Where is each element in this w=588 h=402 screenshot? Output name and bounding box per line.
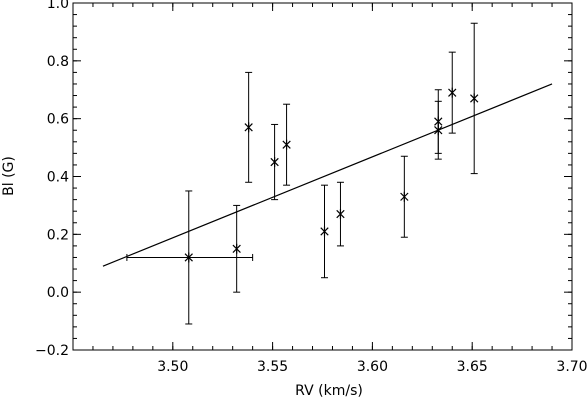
y-tick-label: −0.2	[35, 343, 69, 359]
data-point	[244, 71, 253, 183]
x-tick-label: 3.50	[157, 359, 188, 375]
asterisk-marker-d2	[400, 192, 409, 201]
x-tick-label: 3.55	[257, 359, 288, 375]
y-tick-label: 0.8	[47, 54, 69, 70]
y-tick-label: 1.0	[47, 0, 69, 12]
data-point	[270, 123, 279, 201]
data-point	[232, 204, 241, 293]
fit-line	[102, 83, 553, 267]
x-axis-label: RV (km/s)	[295, 383, 363, 399]
y-tick-label: 0.0	[47, 285, 69, 301]
asterisk-marker-d2	[470, 94, 479, 103]
data-point	[282, 103, 291, 186]
asterisk-marker-d2	[244, 123, 253, 132]
fit-line-group	[102, 83, 553, 267]
data-point	[400, 155, 409, 238]
data-point	[320, 184, 329, 279]
asterisk-marker-d2	[270, 157, 279, 167]
data-point	[126, 190, 254, 325]
y-tick-label: 0.2	[47, 227, 69, 243]
asterisk-marker-d2	[320, 227, 329, 236]
y-tick-label: 0.6	[47, 112, 69, 128]
asterisk-marker-d2	[282, 140, 291, 149]
data-point	[448, 51, 457, 134]
x-tick-label: 3.60	[357, 359, 388, 375]
asterisk-marker-d2	[232, 244, 241, 253]
data-points	[126, 22, 479, 325]
y-tick-label: 0.4	[47, 170, 69, 186]
data-point	[434, 100, 443, 160]
x-tick-label: 3.65	[457, 359, 488, 375]
asterisk-marker-d2	[184, 253, 193, 262]
data-point	[336, 181, 345, 247]
axis-ticks: 3.50 3.55 3.60 3.65 3.70 −0.2 0.0 0.2 0.4 0.6 0.8 1…	[35, 0, 588, 375]
asterisk-marker-d2	[434, 126, 443, 135]
data-point	[470, 22, 479, 175]
asterisk-marker-d2	[448, 88, 457, 97]
y-axis-label: Bl (G)	[1, 156, 17, 196]
x-tick-label: 3.70	[556, 359, 587, 375]
asterisk-marker-d2	[336, 209, 345, 219]
